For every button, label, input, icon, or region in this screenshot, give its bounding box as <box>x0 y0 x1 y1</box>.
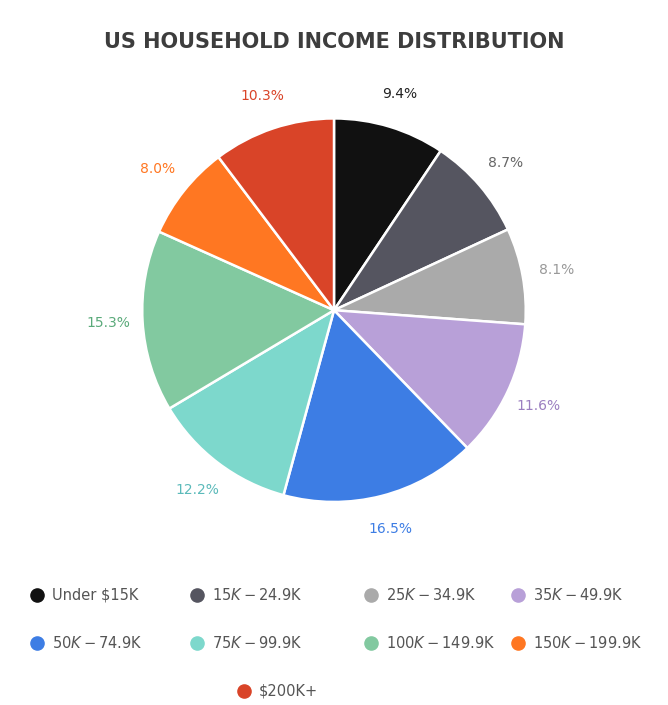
Text: 9.4%: 9.4% <box>382 87 418 101</box>
Text: 15.3%: 15.3% <box>86 317 130 331</box>
Point <box>512 637 523 649</box>
Wedge shape <box>142 232 334 408</box>
Point <box>192 589 202 601</box>
Text: $100K-$149.9K: $100K-$149.9K <box>386 635 495 651</box>
Text: $25K-$34.9K: $25K-$34.9K <box>386 587 476 603</box>
Point <box>192 637 202 649</box>
Wedge shape <box>218 118 334 310</box>
Text: $50K-$74.9K: $50K-$74.9K <box>52 635 142 651</box>
Text: $15K-$24.9K: $15K-$24.9K <box>212 587 303 603</box>
Text: 8.7%: 8.7% <box>488 156 524 170</box>
Text: 11.6%: 11.6% <box>517 399 561 413</box>
Wedge shape <box>334 310 525 448</box>
Point <box>512 589 523 601</box>
Text: Under $15K: Under $15K <box>52 587 138 603</box>
Wedge shape <box>334 229 526 324</box>
Text: 8.1%: 8.1% <box>539 262 574 276</box>
Text: 16.5%: 16.5% <box>368 522 412 537</box>
Text: $200K+: $200K+ <box>259 683 319 699</box>
Wedge shape <box>334 118 441 310</box>
Point <box>31 637 42 649</box>
Wedge shape <box>334 151 508 310</box>
Point <box>31 589 42 601</box>
Text: 8.0%: 8.0% <box>140 162 174 176</box>
Wedge shape <box>170 310 334 495</box>
Text: US HOUSEHOLD INCOME DISTRIBUTION: US HOUSEHOLD INCOME DISTRIBUTION <box>104 32 564 51</box>
Point <box>238 685 249 697</box>
Text: $75K-$99.9K: $75K-$99.9K <box>212 635 303 651</box>
Text: 10.3%: 10.3% <box>240 89 284 103</box>
Wedge shape <box>159 157 334 310</box>
Text: 12.2%: 12.2% <box>175 484 219 498</box>
Point <box>365 637 376 649</box>
Text: $35K-$49.9K: $35K-$49.9K <box>533 587 623 603</box>
Point <box>365 589 376 601</box>
Text: $150K-$199.9K: $150K-$199.9K <box>533 635 642 651</box>
Wedge shape <box>283 310 468 502</box>
